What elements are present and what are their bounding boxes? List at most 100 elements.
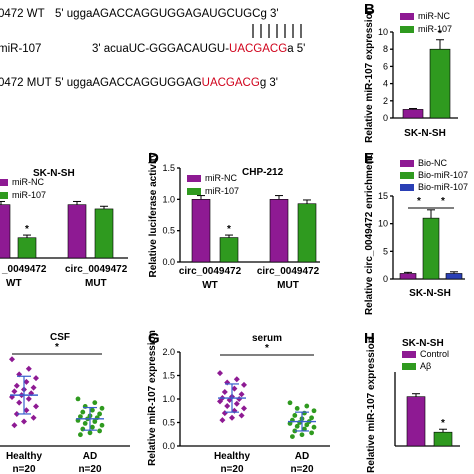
bar — [67, 204, 87, 259]
data-point — [217, 398, 223, 405]
bar — [297, 203, 317, 263]
legend-swatch — [402, 351, 416, 358]
y-tick-label: 15 — [378, 191, 388, 201]
legend-swatch — [400, 26, 414, 33]
legend-label: Bio-miR-107 — [418, 170, 468, 180]
data-point — [11, 422, 18, 429]
legend-swatch — [400, 172, 414, 179]
x-category-label: Healthy — [6, 451, 43, 462]
seq-row-label: 0472 MUT — [0, 77, 52, 89]
data-point — [90, 407, 95, 413]
legend-label: miR-107 — [418, 24, 452, 34]
panel-letter-g: G — [148, 330, 160, 347]
x-category-label: SK-N-SH — [409, 288, 451, 299]
panel-f-chart: CSF Healthy n=20 AD n=20 * — [0, 332, 130, 474]
y-tick-label: 1.0 — [162, 394, 175, 404]
legend-label: miR-NC — [205, 173, 237, 183]
x-category-label: Healthy — [214, 451, 251, 462]
legend-swatch — [0, 179, 8, 186]
bar — [445, 273, 463, 280]
panel-a-sequences: 0472 WT 5' uggaAGACCAGGUGGAGAUGCUGCg 3' … — [0, 8, 305, 89]
legend-label: miR-NC — [418, 11, 450, 21]
data-point — [80, 409, 86, 415]
bar — [422, 217, 440, 280]
bar — [269, 199, 289, 263]
data-point — [92, 400, 98, 406]
data-point — [311, 424, 317, 430]
n-label: n=20 — [12, 464, 36, 474]
data-point — [25, 365, 32, 372]
data-point — [78, 432, 83, 438]
data-point — [23, 378, 30, 385]
data-point — [224, 379, 231, 386]
data-point — [217, 370, 223, 377]
data-point — [309, 415, 314, 421]
bar — [17, 237, 37, 259]
data-point — [97, 411, 102, 417]
y-tick-label: 1.5 — [162, 163, 175, 173]
legend-label: Bio-NC — [418, 158, 448, 168]
y-axis-label: Relative miR-107 expression — [147, 330, 158, 466]
y-axis-label: Relative circ_0049472 enrichment — [364, 154, 375, 315]
seq-row-mir: 3' acuaUC-GGGACAUGU-UACGACGa 5' — [92, 43, 305, 55]
legend-swatch — [187, 175, 201, 182]
data-point — [302, 426, 307, 432]
chart-title: CHP-212 — [242, 167, 284, 178]
y-tick-label: 1.0 — [162, 194, 175, 204]
y-tick-label: 10 — [378, 219, 388, 229]
data-point — [229, 414, 235, 421]
seq-row-mut: 5' uggaAGACCAGGUGGAGUACGACGg 3' — [55, 77, 278, 89]
data-point — [21, 418, 27, 425]
y-axis-label: Relative miR-107 expression — [366, 337, 377, 473]
legend-label: Control — [420, 349, 449, 359]
legend-swatch — [400, 184, 414, 191]
x-tick-label: WT — [6, 278, 22, 289]
data-point — [304, 422, 310, 428]
data-point — [33, 375, 39, 382]
data-point — [221, 410, 228, 417]
seq-row-wt: 5' uggaAGACCAGGUGGAGAUGCUGCg 3' — [55, 8, 279, 20]
legend-swatch — [400, 13, 414, 20]
data-point — [13, 382, 20, 389]
data-point — [9, 356, 15, 363]
x-tick-label: circ_0049472 — [179, 266, 242, 277]
significance-mark: * — [441, 196, 445, 207]
data-point — [30, 384, 37, 391]
data-point — [309, 430, 314, 436]
data-point — [30, 414, 37, 421]
data-point — [292, 428, 298, 434]
data-point — [75, 396, 81, 402]
y-tick-label: 8 — [383, 44, 388, 54]
legend-swatch — [187, 188, 201, 195]
y-tick-label: 1.5 — [162, 371, 175, 381]
legend-label: miR-107 — [12, 190, 46, 200]
y-tick-label: 2.0 — [162, 347, 175, 357]
y-tick-label: 0 — [383, 274, 388, 284]
data-point — [23, 407, 30, 414]
n-label: n=20 — [78, 464, 102, 474]
bar — [402, 109, 424, 119]
data-point — [25, 395, 32, 402]
x-tick-label: circ_0049472 — [257, 266, 320, 277]
data-point — [87, 430, 93, 436]
panel-letter-h: H — [364, 330, 375, 347]
significance-mark: * — [417, 196, 421, 207]
bar — [429, 48, 451, 119]
data-point — [97, 428, 102, 434]
bar — [399, 273, 417, 280]
data-point — [238, 391, 245, 398]
data-point — [99, 422, 105, 428]
x-category-label: SK-N-SH — [404, 128, 446, 139]
bar — [219, 237, 239, 263]
panel-letter-b: B — [364, 1, 375, 18]
pairing-lines — [252, 24, 302, 38]
data-point — [78, 414, 83, 419]
data-point — [221, 388, 228, 395]
legend-label: Aβ — [420, 361, 431, 371]
data-point — [299, 432, 305, 438]
panel-h-chart: Relative miR-107 expression SK-N-SHContro… — [366, 337, 460, 473]
data-point — [233, 400, 240, 407]
seq-row-label: miR-107 — [0, 43, 41, 55]
